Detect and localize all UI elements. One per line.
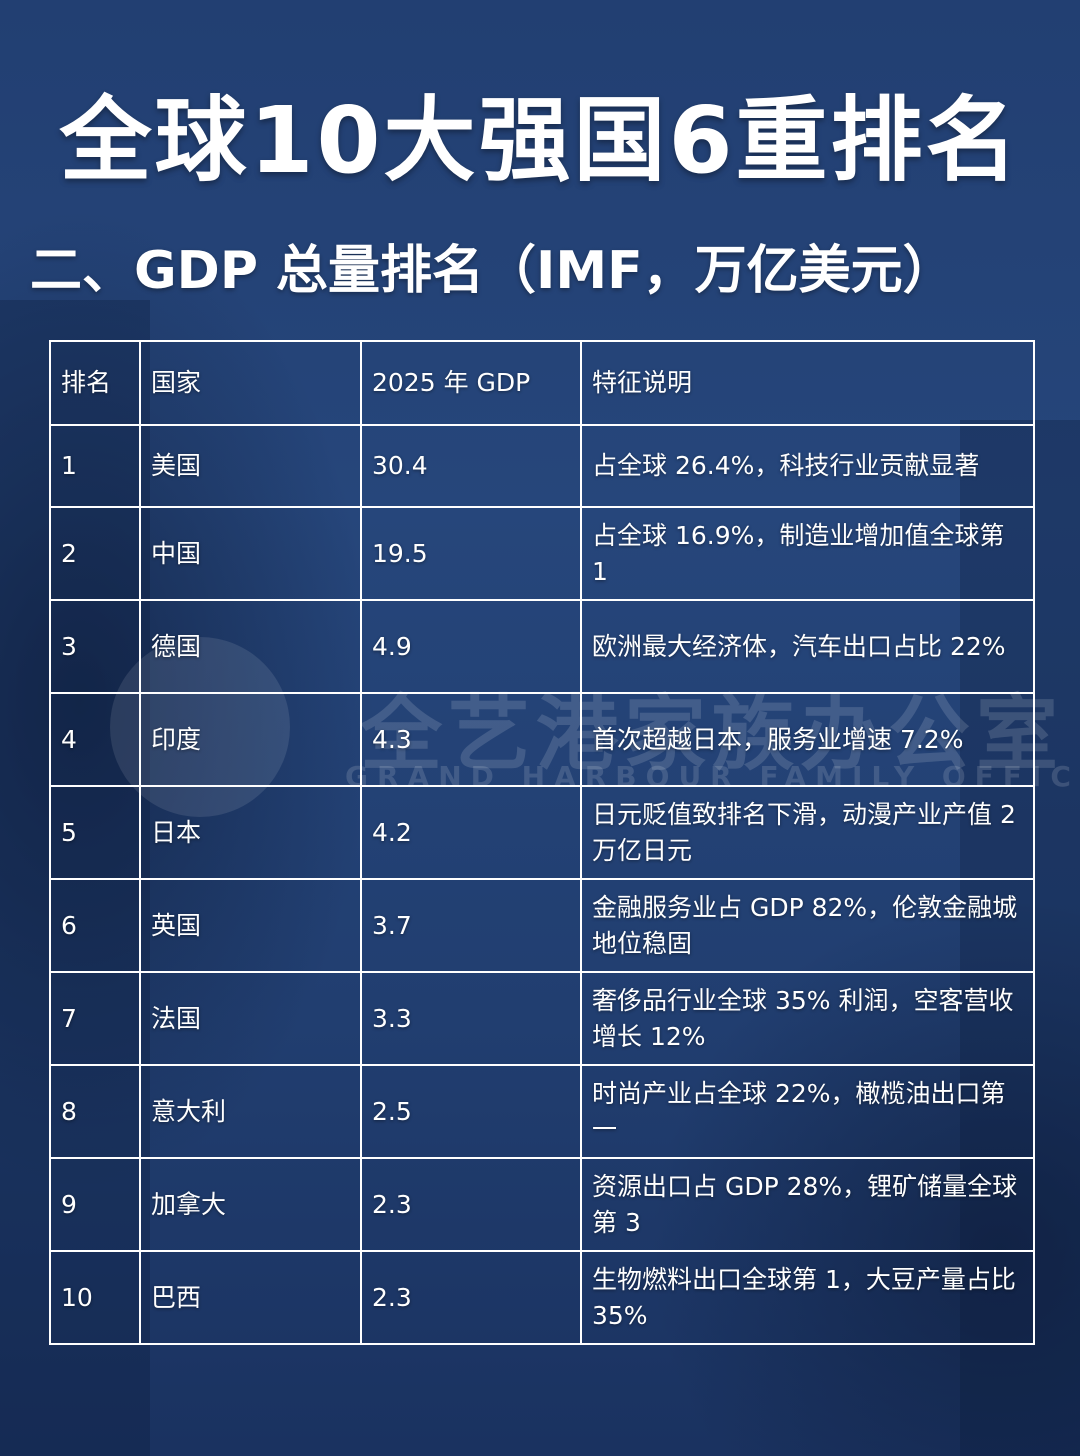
section-subtitle: 二、GDP 总量排名（IMF，万亿美元） (30, 241, 955, 301)
cell-gdp: 3.3 (360, 971, 582, 1066)
table-row: 8 意大利 2.5 时尚产业占全球 22%，橄榄油出口第一 (49, 1064, 1035, 1159)
gdp-ranking-table: 排名 国家 2025 年 GDP 特征说明 1 美国 30.4 占全球 26.4… (49, 340, 1035, 1345)
cell-rank: 1 (49, 424, 141, 508)
cell-gdp: 2.5 (360, 1064, 582, 1159)
cell-note: 首次超越日本，服务业增速 7.2% (580, 692, 1035, 787)
cell-note: 金融服务业占 GDP 82%，伦敦金融城地位稳固 (580, 878, 1035, 973)
cell-country: 印度 (139, 692, 362, 787)
table-row: 5 日本 4.2 日元贬值致排名下滑，动漫产业产值 2 万亿日元 (49, 785, 1035, 880)
cell-note: 奢侈品行业全球 35% 利润，空客营收增长 12% (580, 971, 1035, 1066)
cell-note: 欧洲最大经济体，汽车出口占比 22% (580, 599, 1035, 694)
cell-country: 德国 (139, 599, 362, 694)
cell-country: 巴西 (139, 1250, 362, 1345)
table-row: 6 英国 3.7 金融服务业占 GDP 82%，伦敦金融城地位稳固 (49, 878, 1035, 973)
page-title: 全球10大强国6重排名 (59, 87, 1021, 194)
header-rank: 排名 (49, 340, 141, 426)
cell-rank: 10 (49, 1250, 141, 1345)
table-row: 4 印度 4.3 首次超越日本，服务业增速 7.2% (49, 692, 1035, 787)
cell-country: 美国 (139, 424, 362, 508)
cell-country: 加拿大 (139, 1157, 362, 1252)
cell-note: 生物燃料出口全球第 1，大豆产量占比 35% (580, 1250, 1035, 1345)
cell-country: 中国 (139, 506, 362, 601)
header-gdp: 2025 年 GDP (360, 340, 582, 426)
cell-rank: 5 (49, 785, 141, 880)
cell-rank: 4 (49, 692, 141, 787)
cell-rank: 2 (49, 506, 141, 601)
cell-gdp: 2.3 (360, 1157, 582, 1252)
table-row: 3 德国 4.9 欧洲最大经济体，汽车出口占比 22% (49, 599, 1035, 694)
cell-note: 占全球 16.9%，制造业增加值全球第 1 (580, 506, 1035, 601)
cell-gdp: 19.5 (360, 506, 582, 601)
table-row: 10 巴西 2.3 生物燃料出口全球第 1，大豆产量占比 35% (49, 1250, 1035, 1345)
cell-gdp: 4.9 (360, 599, 582, 694)
table-row: 2 中国 19.5 占全球 16.9%，制造业增加值全球第 1 (49, 506, 1035, 601)
cell-rank: 6 (49, 878, 141, 973)
cell-gdp: 4.2 (360, 785, 582, 880)
cell-note: 占全球 26.4%，科技行业贡献显著 (580, 424, 1035, 508)
cell-country: 英国 (139, 878, 362, 973)
cell-rank: 3 (49, 599, 141, 694)
table-header-row: 排名 国家 2025 年 GDP 特征说明 (49, 340, 1035, 426)
cell-note: 资源出口占 GDP 28%，锂矿储量全球第 3 (580, 1157, 1035, 1252)
header-country: 国家 (139, 340, 362, 426)
cell-gdp: 3.7 (360, 878, 582, 973)
header-note: 特征说明 (580, 340, 1035, 426)
cell-country: 意大利 (139, 1064, 362, 1159)
cell-gdp: 2.3 (360, 1250, 582, 1345)
cell-rank: 9 (49, 1157, 141, 1252)
table-row: 9 加拿大 2.3 资源出口占 GDP 28%，锂矿储量全球第 3 (49, 1157, 1035, 1252)
table-row: 7 法国 3.3 奢侈品行业全球 35% 利润，空客营收增长 12% (49, 971, 1035, 1066)
cell-rank: 7 (49, 971, 141, 1066)
cell-gdp: 30.4 (360, 424, 582, 508)
cell-note: 时尚产业占全球 22%，橄榄油出口第一 (580, 1064, 1035, 1159)
table-row: 1 美国 30.4 占全球 26.4%，科技行业贡献显著 (49, 424, 1035, 508)
cell-note: 日元贬值致排名下滑，动漫产业产值 2 万亿日元 (580, 785, 1035, 880)
cell-rank: 8 (49, 1064, 141, 1159)
cell-country: 日本 (139, 785, 362, 880)
cell-gdp: 4.3 (360, 692, 582, 787)
cell-country: 法国 (139, 971, 362, 1066)
